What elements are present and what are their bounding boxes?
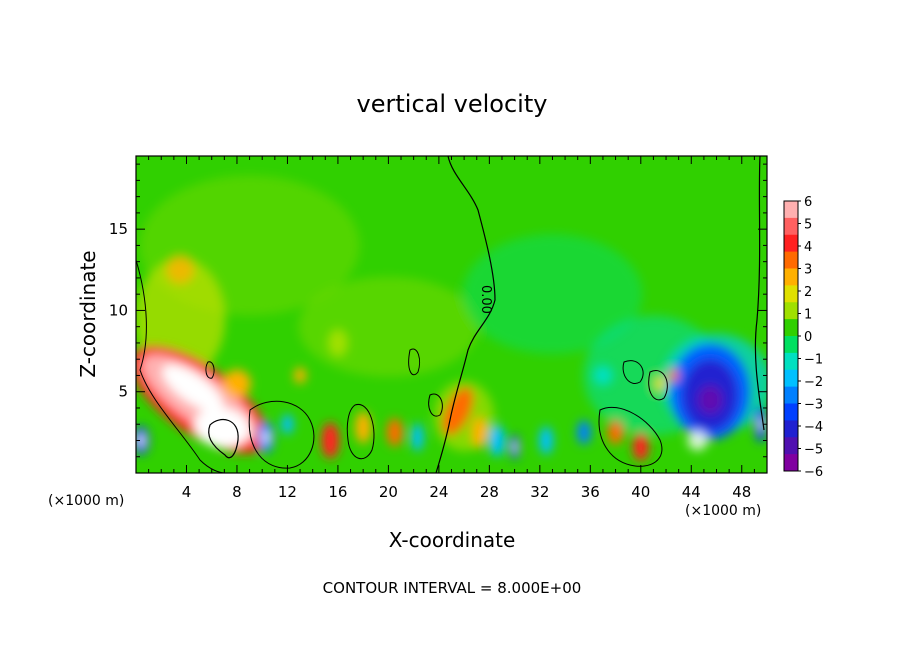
x-tick-label: 16 [328, 483, 347, 501]
plot-area: 0.00 [136, 156, 767, 473]
x-tick-label: 48 [732, 483, 751, 501]
colorbar-swatch [784, 201, 798, 219]
colorbar-tick-label: −4 [804, 420, 823, 435]
colorbar-swatch [784, 352, 798, 371]
colorbar-tick-label: 2 [804, 285, 812, 300]
x-tick-label: 20 [379, 483, 398, 501]
field-blob [411, 423, 424, 452]
colorbar-swatch [784, 319, 798, 337]
colorbar-tick-label: −6 [804, 465, 823, 480]
y-tick-label: 5 [118, 383, 128, 401]
x-unit-note-left: (×1000 m) [48, 493, 124, 509]
x-tick-label: 36 [581, 483, 600, 501]
field-blob [138, 434, 145, 447]
colorbar-swatch [784, 420, 798, 438]
contour-cell-f [622, 360, 644, 384]
field-blob [653, 375, 666, 392]
chart-title: vertical velocity [357, 90, 548, 118]
zero-contour [435, 156, 496, 473]
colorbar-tick-label: −2 [804, 375, 823, 390]
colorbar-tick-label: −5 [804, 443, 823, 458]
contour-right-edge [754, 156, 765, 431]
contour-updraft-core [208, 418, 239, 459]
colorbar-tick-label: −3 [804, 398, 823, 413]
contour-cell-e [598, 406, 663, 467]
contour-lower-left [136, 259, 226, 473]
colorbar-tick-label: 5 [804, 218, 812, 233]
field-blob [577, 420, 592, 445]
x-unit-note-right: (×1000 m) [685, 503, 761, 519]
colorbar: 6 5 4 3 2 1 0 −1 −2 −3 −4 −5 −6 [783, 195, 823, 480]
colorbar-swatch [784, 386, 798, 404]
field-blob [294, 367, 307, 384]
field-blob [698, 385, 723, 414]
x-tick-label: 24 [429, 483, 448, 501]
field-blob [462, 234, 643, 355]
field-blob [262, 431, 269, 444]
y-axis: 5 10 15 [109, 163, 767, 458]
colorbar-swatch [784, 336, 798, 354]
x-axis-label: X-coordinate [389, 528, 516, 552]
field-blob [327, 328, 348, 357]
contour-cell-h [428, 393, 443, 417]
field-blob [592, 365, 613, 386]
field-blob [442, 387, 474, 436]
colorbar-tick-label: 0 [804, 330, 812, 345]
contour-cell-d [205, 361, 215, 379]
field-blob [166, 255, 195, 284]
field-blobs [136, 175, 767, 461]
field-blob [222, 369, 251, 398]
x-axis: 4 8 12 16 20 24 28 32 36 40 44 48 [148, 156, 755, 501]
colorbar-tick-label: −1 [804, 353, 823, 368]
x-tick-label: 32 [530, 483, 549, 501]
contour-cell-b [346, 404, 375, 460]
x-tick-label: 12 [278, 483, 297, 501]
field-blob [607, 420, 624, 445]
colorbar-tick-label: 6 [804, 195, 812, 210]
x-tick-label: 40 [631, 483, 650, 501]
field-blob [386, 418, 403, 447]
field-blob [758, 418, 763, 431]
field-blob [668, 369, 679, 382]
colorbar-swatch [784, 285, 798, 303]
colorbar-swatch [784, 302, 798, 320]
field-blob [512, 441, 517, 452]
x-tick-label: 28 [480, 483, 499, 501]
field-blob [632, 432, 649, 461]
contour-label: 0.00 [478, 285, 493, 314]
field-blob [539, 426, 554, 455]
y-axis-label: Z-coordinate [76, 250, 100, 377]
colorbar-swatch [784, 234, 798, 253]
colorbar-swatch [784, 217, 798, 236]
colorbar-tick-label: 4 [804, 240, 812, 255]
x-tick-label: 44 [682, 483, 701, 501]
field-blob [355, 411, 372, 444]
contour-cell-a [248, 400, 315, 469]
x-tick-label: 8 [232, 483, 242, 501]
field-blob [321, 422, 340, 459]
colorbar-swatch [784, 251, 798, 269]
field-blob [162, 364, 224, 413]
field-blob [298, 276, 479, 377]
colorbar-swatch [784, 454, 798, 472]
contour-cell-g [648, 370, 668, 401]
y-tick-label: 15 [109, 220, 128, 238]
colorbar-swatch [784, 369, 798, 388]
field-blob [194, 407, 250, 448]
y-tick-label: 10 [109, 301, 128, 319]
colorbar-swatch [784, 268, 798, 286]
contour-cell-c [408, 348, 421, 376]
colorbar-swatch [784, 437, 798, 455]
field-blob [471, 416, 488, 449]
field-blob [281, 414, 294, 435]
contour-interval-footer: CONTOUR INTERVAL = 8.000E+00 [323, 579, 582, 597]
field-blob [488, 424, 505, 457]
colorbar-swatch [784, 403, 798, 421]
colorbar-tick-label: 1 [804, 308, 812, 323]
colorbar-tick-label: 3 [804, 263, 812, 278]
field-blob [687, 430, 708, 451]
x-tick-label: 4 [182, 483, 192, 501]
